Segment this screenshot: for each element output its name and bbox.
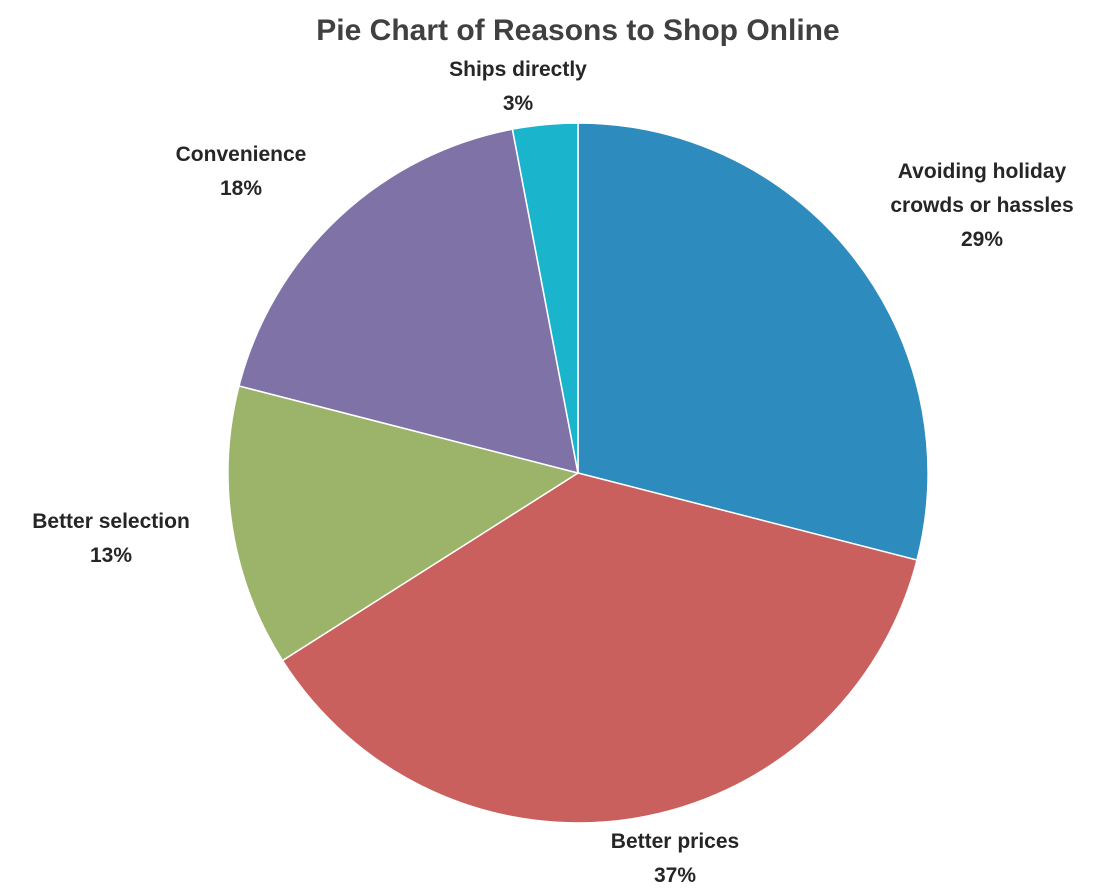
pie-slice-3 xyxy=(238,128,579,475)
slice-name: Better selection xyxy=(32,510,190,533)
slice-label-2: Better selection 13% xyxy=(32,510,190,567)
slice-percent: 18% xyxy=(220,177,262,200)
slice-label-3: Convenience 18% xyxy=(176,143,307,200)
slice-label-1: Better prices 37% xyxy=(611,830,739,887)
slice-percent: 13% xyxy=(90,544,132,567)
slice-label-4: Ships directly 3% xyxy=(449,58,587,115)
slice-name: Convenience xyxy=(176,143,307,166)
slice-name: Better prices xyxy=(611,830,739,853)
slice-percent: 37% xyxy=(654,864,696,887)
pie-slices xyxy=(227,122,929,824)
slice-percent: 29% xyxy=(961,228,1003,251)
pie-slice-0 xyxy=(577,122,929,561)
slice-label-0: Avoiding holiday crowds or hassles 29% xyxy=(890,160,1073,251)
slice-name: Ships directly xyxy=(449,58,587,81)
pie-slice-4 xyxy=(511,122,579,474)
slice-name: crowds or hassles xyxy=(890,194,1073,217)
slice-name: Avoiding holiday xyxy=(898,160,1067,183)
chart-title: Pie Chart of Reasons to Shop Online xyxy=(316,14,839,47)
slice-percent: 3% xyxy=(503,92,534,115)
slice-labels: Avoiding holiday crowds or hassles 29% Bett… xyxy=(32,58,1073,887)
pie-slice-2 xyxy=(227,385,580,662)
